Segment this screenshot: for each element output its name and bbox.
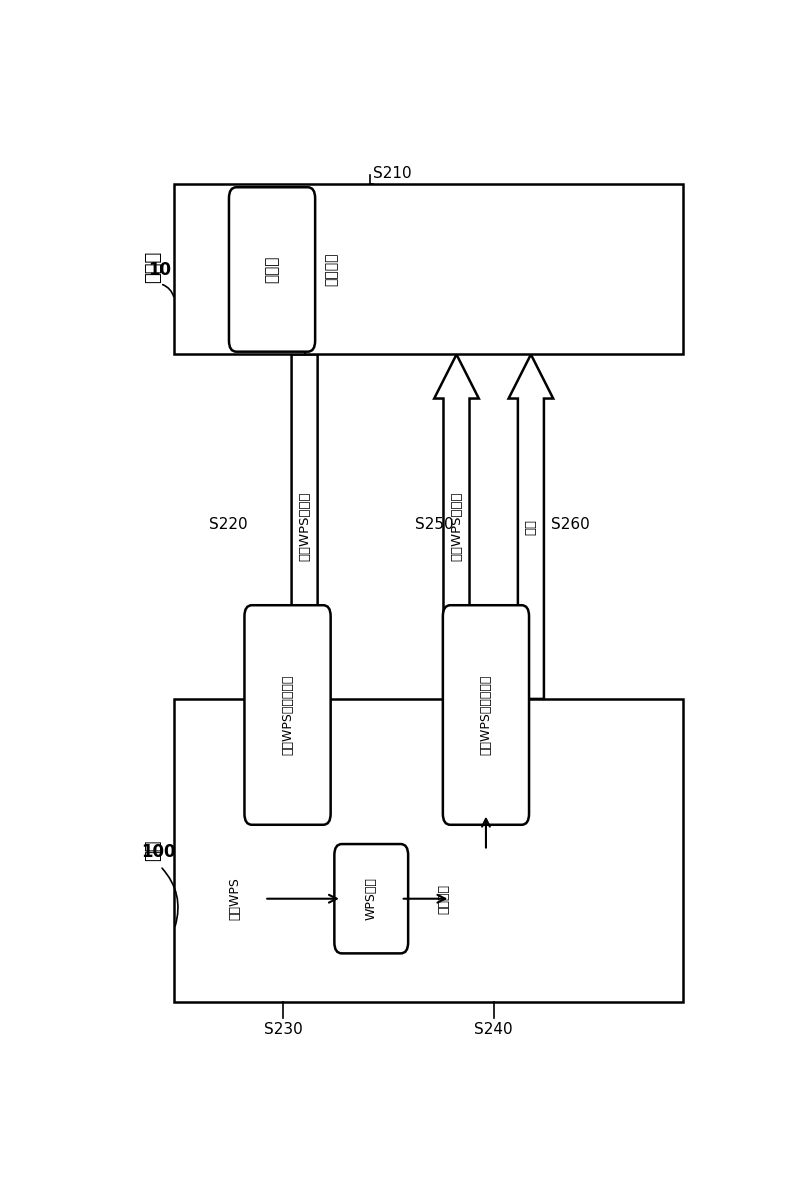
FancyBboxPatch shape: [443, 605, 529, 824]
Text: 激活WPS: 激活WPS: [229, 877, 242, 920]
Text: S220: S220: [209, 517, 247, 532]
Text: 包括WPS的无线模块: 包括WPS的无线模块: [281, 675, 294, 755]
Text: 寻找WPS登记者: 寻找WPS登记者: [450, 492, 463, 562]
Text: 包括WPS的无线模块: 包括WPS的无线模块: [479, 675, 493, 755]
Text: 寻找WPS登记者: 寻找WPS登记者: [298, 492, 311, 562]
Text: 连接: 连接: [525, 519, 538, 534]
FancyBboxPatch shape: [174, 185, 682, 354]
FancyBboxPatch shape: [229, 187, 315, 352]
FancyBboxPatch shape: [334, 845, 408, 953]
Text: 10: 10: [148, 261, 170, 279]
Polygon shape: [282, 354, 327, 699]
Text: S240: S240: [474, 1022, 513, 1037]
Text: 接入点: 接入点: [144, 251, 162, 283]
Text: WPS按钮: WPS按钮: [365, 877, 378, 920]
Text: 装置: 装置: [144, 840, 162, 861]
FancyBboxPatch shape: [174, 699, 682, 1002]
Text: S230: S230: [263, 1022, 302, 1037]
Text: S260: S260: [551, 517, 590, 532]
Text: S250: S250: [415, 517, 454, 532]
FancyBboxPatch shape: [245, 605, 330, 824]
Polygon shape: [509, 354, 554, 699]
Text: 按压按钮: 按压按钮: [438, 884, 450, 914]
Text: S210: S210: [373, 166, 411, 181]
Text: 接入点: 接入点: [265, 255, 279, 283]
Text: 按压按钮: 按压按钮: [324, 253, 338, 286]
Text: 100: 100: [142, 843, 176, 861]
Polygon shape: [434, 354, 479, 699]
